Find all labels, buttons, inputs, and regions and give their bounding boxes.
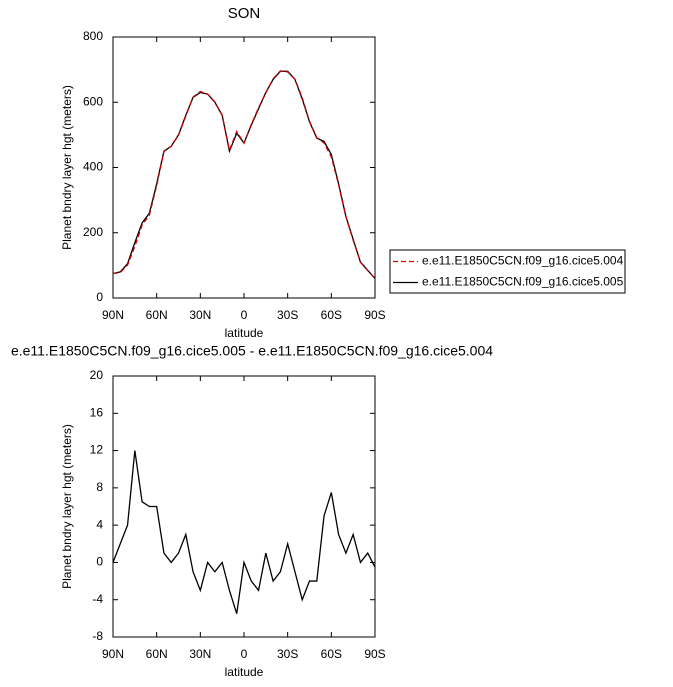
x-axis-label: latitude	[225, 665, 264, 679]
y-tick-label: 0	[96, 555, 103, 569]
x-tick-label: 90S	[364, 308, 385, 322]
y-tick-label: 800	[83, 29, 103, 43]
y-tick-label: 600	[83, 94, 103, 108]
y-tick-label: 20	[90, 368, 104, 382]
x-tick-label: 60S	[321, 308, 342, 322]
legend-label: e.e11.E1850C5CN.f09_g16.cice5.004	[422, 254, 624, 268]
x-tick-label: 90N	[102, 647, 124, 661]
x-tick-label: 0	[241, 308, 248, 322]
x-tick-label: 90N	[102, 308, 124, 322]
x-tick-label: 60N	[146, 647, 168, 661]
x-axis-label: latitude	[225, 326, 264, 340]
x-tick-label: 30N	[189, 308, 211, 322]
x-tick-label: 30S	[277, 308, 298, 322]
plot-frame	[112, 36, 376, 299]
x-tick-label: 60S	[321, 647, 342, 661]
x-tick-label: 60N	[146, 308, 168, 322]
chart-title: e.e11.E1850C5CN.f09_g16.cice5.005 - e.e1…	[11, 343, 493, 359]
x-tick-label: 30N	[189, 647, 211, 661]
y-tick-label: 200	[83, 225, 103, 239]
chart-title: SON	[228, 5, 261, 22]
y-tick-label: 4	[96, 517, 103, 531]
y-tick-label: 16	[90, 405, 104, 419]
y-tick-label: 8	[96, 480, 103, 494]
y-axis-label: Planet bndry layer hgt (meters)	[60, 424, 74, 589]
y-tick-label: 0	[96, 290, 103, 304]
data-line	[112, 70, 376, 279]
y-tick-label: -4	[92, 592, 103, 606]
data-line	[112, 450, 376, 614]
x-tick-label: 30S	[277, 647, 298, 661]
x-tick-label: 0	[241, 647, 248, 661]
y-tick-label: 400	[83, 160, 103, 174]
y-axis-label: Planet bndry layer hgt (meters)	[60, 85, 74, 250]
y-tick-label: 12	[90, 443, 104, 457]
legend-label: e.e11.E1850C5CN.f09_g16.cice5.005	[422, 275, 624, 289]
legend-box	[389, 249, 626, 294]
x-tick-label: 90S	[364, 647, 385, 661]
data-line	[112, 70, 376, 279]
y-tick-label: -8	[92, 629, 103, 643]
